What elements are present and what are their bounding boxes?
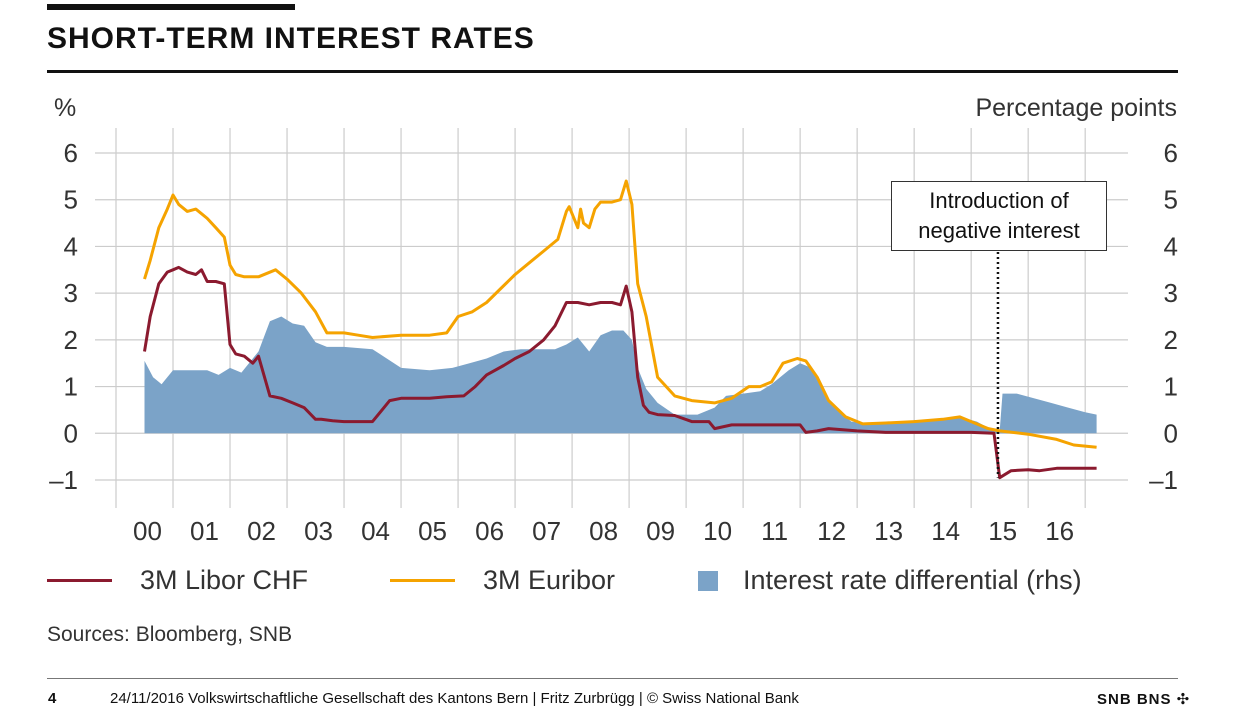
chart-title: SHORT-TERM INTEREST RATES	[47, 22, 535, 55]
x-tick-label: 15	[988, 516, 1017, 546]
series-lines	[143, 179, 1097, 480]
annotation-line-2: negative interest	[918, 218, 1080, 243]
legend-label-libor: 3M Libor CHF	[140, 565, 309, 595]
y-tick-left: 3	[64, 278, 78, 308]
footer-text: 24/11/2016 Volkswirtschaftliche Gesellsc…	[110, 690, 799, 707]
y-axis-right-unit: Percentage points	[975, 94, 1177, 122]
y-tick-right: 0	[1164, 418, 1178, 448]
legend: 3M Libor CHF 3M Euribor Interest rate di…	[0, 565, 1238, 605]
x-tick-label: 00	[133, 516, 162, 546]
differential-area	[144, 316, 1097, 434]
x-tick-label: 01	[190, 516, 219, 546]
y-tick-right: 2	[1164, 325, 1178, 355]
x-tick-label: 14	[931, 516, 960, 546]
y-tick-left: 2	[64, 325, 78, 355]
x-tick-label: 08	[589, 516, 618, 546]
legend-swatch-euribor	[390, 579, 455, 582]
y-tick-right: 6	[1164, 138, 1178, 168]
x-tick-label: 10	[703, 516, 732, 546]
x-tick-label: 06	[475, 516, 504, 546]
euribor-line	[143, 179, 1097, 449]
legend-swatch-differential	[698, 570, 718, 591]
legend-label-euribor: 3M Euribor	[483, 565, 616, 595]
x-tick-label: 12	[817, 516, 846, 546]
footer-divider	[47, 678, 1178, 679]
annotation-box: Introduction of negative interest	[891, 181, 1107, 251]
x-tick-label: 07	[532, 516, 561, 546]
y-tick-right: –1	[1149, 465, 1178, 495]
y-tick-left: –1	[49, 465, 78, 495]
axes: % Percentage points 6 65 54 43 32 21 10 0–1 –100…	[49, 94, 1178, 546]
legend-swatch-libor	[47, 579, 112, 582]
y-tick-left: 6	[64, 138, 78, 168]
annotation-line-1: Introduction of	[929, 188, 1069, 213]
x-tick-label: 11	[761, 516, 788, 546]
y-tick-left: 4	[64, 231, 78, 261]
x-tick-label: 03	[304, 516, 333, 546]
legend-label-differential: Interest rate differential (rhs)	[743, 565, 1082, 595]
y-tick-left: 1	[64, 372, 78, 402]
x-tick-label: 02	[247, 516, 276, 546]
x-tick-label: 05	[418, 516, 447, 546]
sources-note: Sources: Bloomberg, SNB	[47, 623, 293, 646]
x-tick-label: 16	[1045, 516, 1074, 546]
y-tick-left: 0	[64, 418, 78, 448]
title-accent-bar	[47, 4, 295, 10]
y-axis-left-unit: %	[54, 94, 76, 122]
y-tick-right: 3	[1164, 278, 1178, 308]
y-tick-right: 4	[1164, 231, 1178, 261]
x-tick-label: 13	[874, 516, 903, 546]
legend-item-euribor: 3M Euribor	[390, 565, 615, 596]
y-tick-right: 1	[1164, 372, 1178, 402]
y-tick-left: 5	[64, 185, 78, 215]
y-tick-right: 5	[1164, 185, 1178, 215]
differential-area-layer	[144, 316, 1097, 434]
libor-line	[143, 265, 1097, 480]
title-divider	[47, 70, 1178, 73]
x-tick-label: 09	[646, 516, 675, 546]
x-tick-label: 04	[361, 516, 390, 546]
legend-item-libor: 3M Libor CHF	[47, 565, 308, 596]
page-number: 4	[48, 690, 57, 707]
legend-item-differential: Interest rate differential (rhs)	[698, 565, 1082, 596]
snb-logo: SNB BNS ✣	[1097, 691, 1191, 708]
